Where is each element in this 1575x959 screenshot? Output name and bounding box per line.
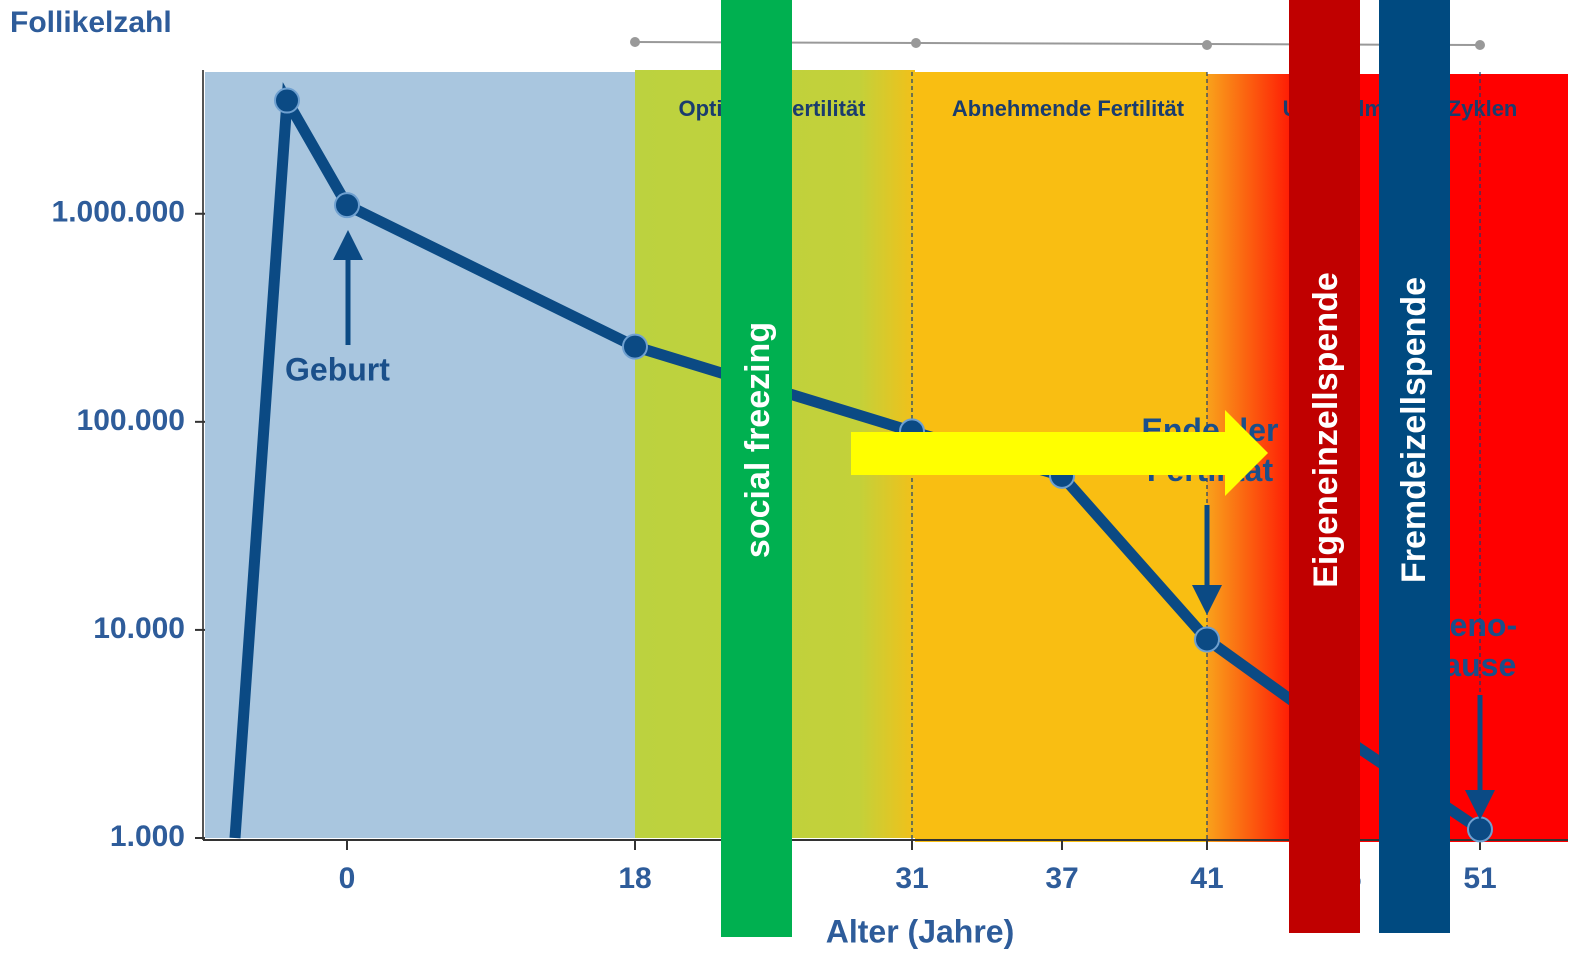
- point: [334, 192, 360, 219]
- y-tick-label: 1.000: [110, 820, 185, 853]
- bracket-dot: [911, 38, 921, 48]
- band-bg: [205, 72, 635, 838]
- bracket-dot: [1475, 40, 1485, 50]
- y-tick-label: 100.000: [77, 404, 185, 437]
- overlay-bar: [721, 0, 792, 937]
- yellow-arrow: [851, 410, 1268, 496]
- point: [1467, 816, 1493, 843]
- overlay-bar: [1289, 0, 1360, 933]
- overlay-label: Fremdeizellspende: [1395, 277, 1433, 583]
- y-title: Follikelzahl: [10, 6, 172, 39]
- bracket-dot: [630, 37, 640, 47]
- x-tick-label: 31: [895, 862, 928, 895]
- x-tick-label: 0: [339, 862, 356, 895]
- band-label: Abnehmende Fertilität: [952, 96, 1185, 121]
- x-tick-label: 37: [1045, 862, 1078, 895]
- annotation: Geburt: [285, 351, 390, 387]
- point: [1194, 626, 1220, 653]
- x-tick-label: 18: [618, 862, 651, 895]
- point: [274, 87, 300, 114]
- bracket-dot: [1202, 40, 1212, 50]
- x-tick-label: 51: [1463, 862, 1496, 895]
- y-tick-label: 10.000: [93, 612, 185, 645]
- x-title: Alter (Jahre): [826, 913, 1015, 949]
- overlay-bar: [1379, 0, 1450, 933]
- point: [622, 333, 648, 360]
- overlay-label: social freezing: [739, 322, 777, 558]
- overlay-label: Eigeneinzellspende: [1307, 272, 1345, 588]
- x-tick-label: 41: [1190, 862, 1223, 895]
- y-tick-label: 1.000.000: [52, 196, 185, 229]
